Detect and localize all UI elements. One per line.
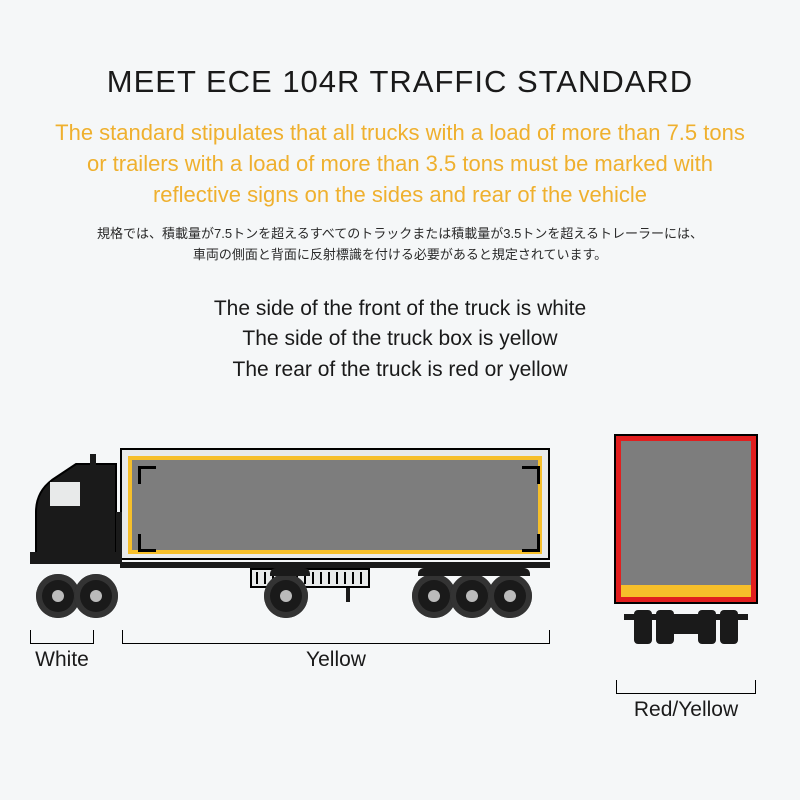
infographic-root: MEET ECE 104R TRAFFIC STANDARD The stand… (0, 0, 800, 800)
trailer-yellow-stripe (128, 456, 542, 554)
truck-diagram: White Yellow Red/Yellow (0, 420, 800, 720)
rear-outline (614, 434, 758, 604)
bracket-red-yellow (616, 680, 756, 694)
wheel-hub (90, 590, 102, 602)
trailer-corner-mark (522, 466, 540, 484)
jp-line-1: 規格では、積載量が7.5トンを超えるすべてのトラックまたは積載量が3.5トンを超… (50, 224, 750, 245)
wheel-hub (280, 590, 292, 602)
subtitle-text: The standard stipulates that all trucks … (0, 100, 800, 210)
legend-line-3: The rear of the truck is red or yellow (0, 355, 800, 385)
color-legend: The side of the front of the truck is wh… (0, 266, 800, 385)
support-leg (346, 588, 350, 602)
bracket-white-label: White (30, 648, 94, 672)
bracket-yellow (122, 630, 550, 644)
wheel-rear (634, 610, 652, 644)
bracket-white (30, 630, 94, 644)
trailer-corner-mark (138, 534, 156, 552)
wheel-hub (428, 590, 440, 602)
wheel-rear (720, 610, 738, 644)
fender (418, 568, 530, 576)
wheel-hub (504, 590, 516, 602)
trailer-corner-mark (522, 534, 540, 552)
legend-line-2: The side of the truck box is yellow (0, 324, 800, 354)
page-title: MEET ECE 104R TRAFFIC STANDARD (0, 0, 800, 100)
wheel-rear (656, 610, 674, 644)
wheel-rear (698, 610, 716, 644)
japanese-caption: 規格では、積載量が7.5トンを超えるすべてのトラックまたは積載量が3.5トンを超… (0, 210, 800, 266)
rear-center-flap (674, 620, 698, 634)
trailer-corner-mark (138, 466, 156, 484)
fender (270, 568, 310, 576)
wheel-hub (466, 590, 478, 602)
jp-line-2: 車両の側面と背面に反射標識を付ける必要があると規定されています。 (50, 245, 750, 266)
legend-line-1: The side of the front of the truck is wh… (0, 294, 800, 324)
truck-cab (30, 458, 116, 554)
bracket-yellow-label: Yellow (122, 648, 550, 672)
wheel-hub (52, 590, 64, 602)
bracket-red-yellow-label: Red/Yellow (616, 698, 756, 722)
